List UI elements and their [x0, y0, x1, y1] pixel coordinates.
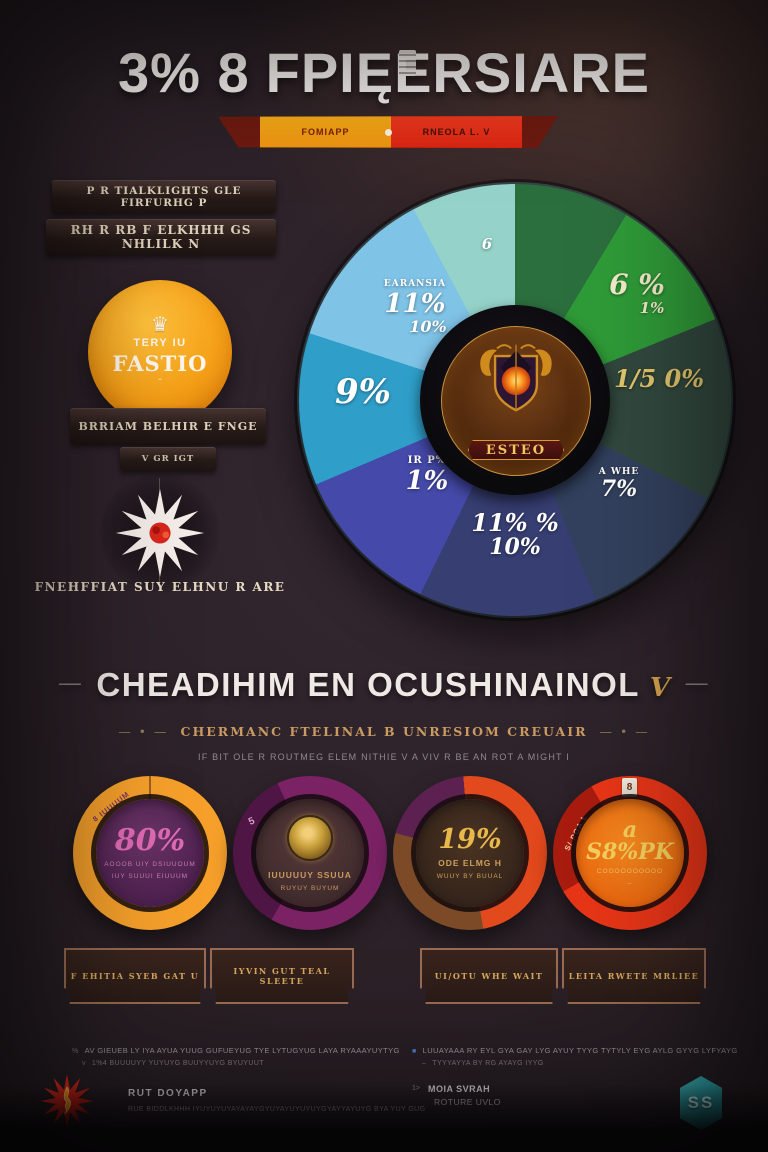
- donut1-caption1: AOOOB UIY DSIUUOUM: [104, 861, 196, 868]
- bottom-plaque-3: UI/OTU WHE WAIT: [420, 948, 558, 1004]
- pie-label-indigo: IR P% 1%: [405, 455, 449, 496]
- section-heading: — CHEADIHIM EN OCUSHINAINOL V —: [58, 666, 710, 703]
- left-caption: FNEHFFIAT SUY ELHNU R ARE: [34, 580, 286, 594]
- pie-label-navy-bottom: 11% % 10%: [471, 508, 559, 560]
- donut3-center: 19% ODE ELMG H WUUY BY BUUAL: [416, 799, 524, 907]
- bottom-plaque-2: IYVIN GUT TEAL SLEETE: [210, 948, 354, 1004]
- crown-icon: ♛: [151, 314, 169, 336]
- ribbon-left-label: FOMIAPP: [260, 116, 391, 148]
- donut-chart-3: 19% ODE ELMG H WUUY BY BUUAL: [393, 776, 547, 930]
- footnote-right-1: ■ LUUAYAAA RY EYL GYA GAY LYG AYUY TYYG T…: [412, 1046, 738, 1055]
- left-plaque-3: BRRIAM BELHIR E FNGE: [70, 408, 266, 444]
- floor-shadow: [0, 1084, 768, 1130]
- pie-label-slate: 1/5 0%: [613, 364, 705, 393]
- left-plaque-3-sub: V GR IGT: [120, 447, 216, 471]
- donut1-caption2: IUY SUUUI EIUUUM: [111, 873, 189, 880]
- coin-icon: [287, 814, 333, 861]
- page-title: 3% 8 FPIĘERSIARE: [0, 40, 768, 105]
- title-main: FPIĘERSIARE: [265, 41, 651, 104]
- pie-center-crest-disc: ESTEO: [441, 326, 591, 476]
- title-prefix: 3% 8: [117, 41, 250, 104]
- title-ribbon-body: FOMIAPP RNEOLA L. V: [260, 116, 522, 148]
- sun-badge: ♛ TERY IU FASTIO ˇ: [88, 280, 232, 424]
- donut2-caption1: IUUUUUY SSUUA: [268, 869, 352, 880]
- donut1-tick: [149, 776, 151, 800]
- donut3-caption1: ODE ELMG H: [438, 858, 502, 868]
- bottom-plaque-1: F EHITIA SYEB GAT U: [64, 948, 206, 1004]
- donut3-value: 19%: [438, 824, 502, 855]
- donut4-caption1: COOOOOOOOOO: [596, 868, 664, 875]
- donut4-center: a S8%PK COOOOOOOOOO –: [576, 799, 684, 907]
- ribbon-divider-dot: [384, 128, 392, 136]
- sun-badge-line2: FASTIO: [112, 351, 208, 376]
- donut1-center: 80% AOOOB UIY DSIUUOUM IUY SUUUI EIUUUM: [96, 799, 204, 907]
- donut-chart-1: 8 IUUUUM 80% AOOOB UIY DSIUUOUM IUY SUUU…: [73, 776, 227, 930]
- pie-label-navy-right: A WHE 7%: [598, 467, 640, 502]
- pie-label-green: 6 % 1%: [609, 268, 665, 318]
- footnote-left-2: v 1%4 BUUUUYY YUYUYG BUUYYUYG BYUYUUT: [82, 1060, 264, 1067]
- ribbon-right-label: RNEOLA L. V: [391, 116, 522, 148]
- donut4-caption2: –: [627, 880, 633, 887]
- left-plaque-1: P R TIALKLIGHTS GLE FIRFURHG P: [52, 180, 276, 213]
- pie-center-medallion: ESTEO: [420, 305, 610, 495]
- sun-badge-line1: TERY IU: [133, 337, 187, 349]
- bottom-bar: [0, 1130, 768, 1152]
- donut-chart-2: 5 IUUUUUY SSUUA RUYUY BUYUM: [233, 776, 387, 930]
- donut4-top-tab: 8: [622, 778, 637, 797]
- pie-label-seafoam: 6: [481, 235, 493, 253]
- donut-chart-4: 8 S/ POA L a S8%PK COOOOOOOOOO –: [553, 776, 707, 930]
- pie-label-cyan: 9%: [335, 372, 391, 412]
- bottom-plaque-4: LEITA RWETE MRLIEE: [562, 948, 706, 1004]
- pie-label-lightblue: EARANSIA 11% 10%: [383, 279, 447, 336]
- footnote-right-2: – TYYYAYYA BY RG AYAYG IYYG: [422, 1060, 544, 1067]
- section-note: IF BIT OLE R ROUTMEG ELEM NITHIE V A VIV…: [198, 752, 570, 762]
- title-ribbon: FOMIAPP RNEOLA L. V: [218, 116, 558, 148]
- donut1-value: 80%: [114, 823, 186, 858]
- sun-badge-line3: ˇ: [158, 378, 162, 389]
- starburst-icon: [115, 488, 205, 578]
- left-plaque-2: RH R RB F ELKHHH GS NHLILK N: [46, 219, 276, 255]
- donut4-value: a S8%PK: [586, 817, 674, 865]
- donut2-ring-text: 5: [247, 815, 258, 828]
- donut2-caption2: RUYUY BUYUM: [280, 884, 340, 892]
- donut3-caption2: WUUY BY BUUAL: [436, 873, 504, 880]
- section-subtitle: — • — CHERMANC FTELINAL B UNRESIOM CREUAI…: [118, 724, 650, 739]
- crest-banner: ESTEO: [468, 440, 564, 460]
- title-ornament: [399, 50, 416, 76]
- heading-flourish: V: [649, 673, 672, 703]
- crest-icon: [480, 344, 552, 412]
- donut2-center: IUUUUUY SSUUA RUYUY BUYUM: [256, 799, 364, 907]
- section-heading-text: CHEADIHIM EN OCUSHINAINOL: [96, 666, 640, 703]
- footnote-left-1: % AV GIEUEB LY IYA AYUA YUUG GUFUEYUG TYE…: [72, 1046, 400, 1055]
- main-pie-chart: 6 EARANSIA 11% 10% 9% IR P% 1% 11% % 10%…: [299, 184, 731, 616]
